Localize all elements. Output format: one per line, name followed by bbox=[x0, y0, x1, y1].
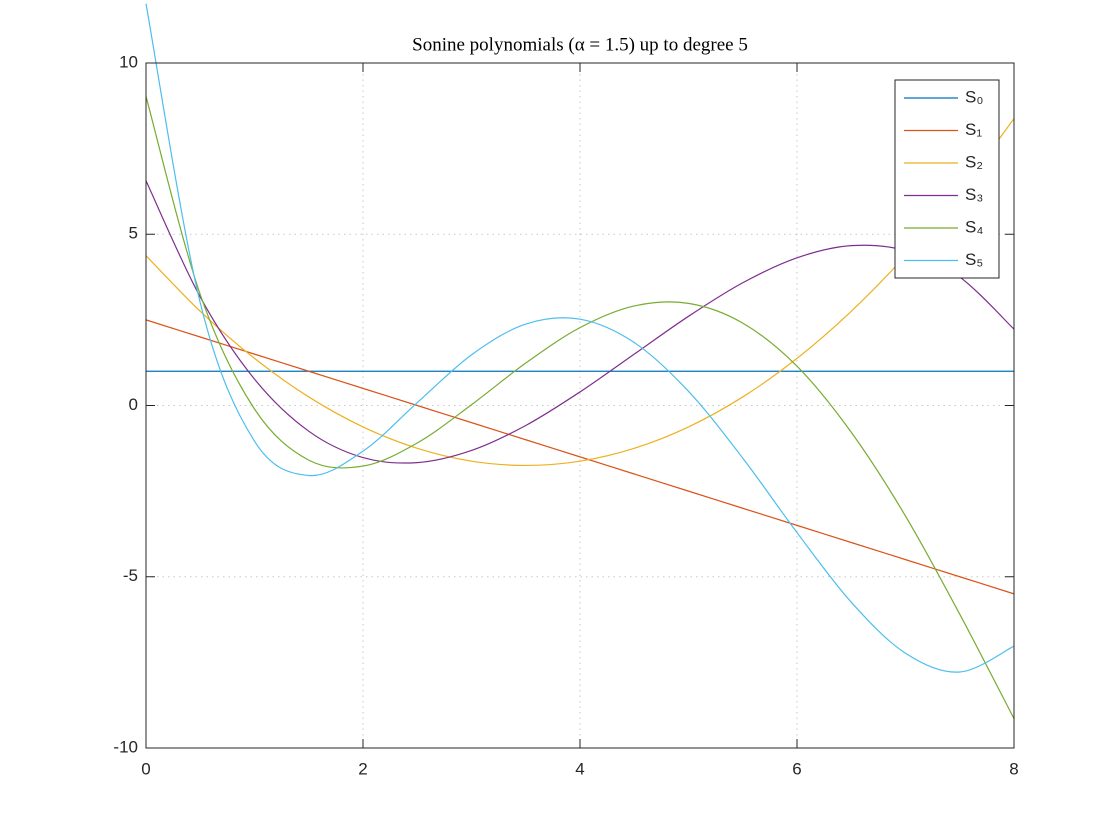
legend-box bbox=[894, 79, 1000, 279]
line-series bbox=[145, 319, 1015, 595]
line-series bbox=[145, 96, 1015, 719]
x-tick-label: 2 bbox=[358, 759, 367, 778]
line-series bbox=[145, 180, 1015, 464]
y-tick-label: 5 bbox=[129, 224, 138, 243]
y-tick-label: 0 bbox=[129, 395, 138, 414]
x-tick-label: 8 bbox=[1009, 759, 1018, 778]
axes-box bbox=[145, 62, 1015, 749]
y-tick-label: 10 bbox=[119, 52, 138, 71]
legend-label: S₅ bbox=[965, 250, 983, 269]
line-series bbox=[145, 3, 1015, 673]
chart-title: Sonine polynomials (α = 1.5) up to degre… bbox=[412, 34, 748, 55]
x-tick-label: 0 bbox=[141, 759, 150, 778]
legend-label: S₂ bbox=[965, 152, 983, 171]
legend-label: S₁ bbox=[965, 120, 982, 139]
x-tick-label: 6 bbox=[792, 759, 801, 778]
legend: S₀ S₁ S₂ S₃ S₄ S₅ bbox=[894, 79, 1000, 279]
legend-label: S₄ bbox=[965, 217, 983, 236]
line-series bbox=[145, 118, 1015, 467]
legend-label: S₃ bbox=[965, 185, 983, 204]
y-tick-label: -10 bbox=[113, 737, 138, 756]
x-tick-label: 4 bbox=[575, 759, 584, 778]
plot-area bbox=[146, 63, 1014, 748]
y-tick-label: -5 bbox=[123, 566, 138, 585]
legend-label: S₀ bbox=[965, 87, 983, 106]
